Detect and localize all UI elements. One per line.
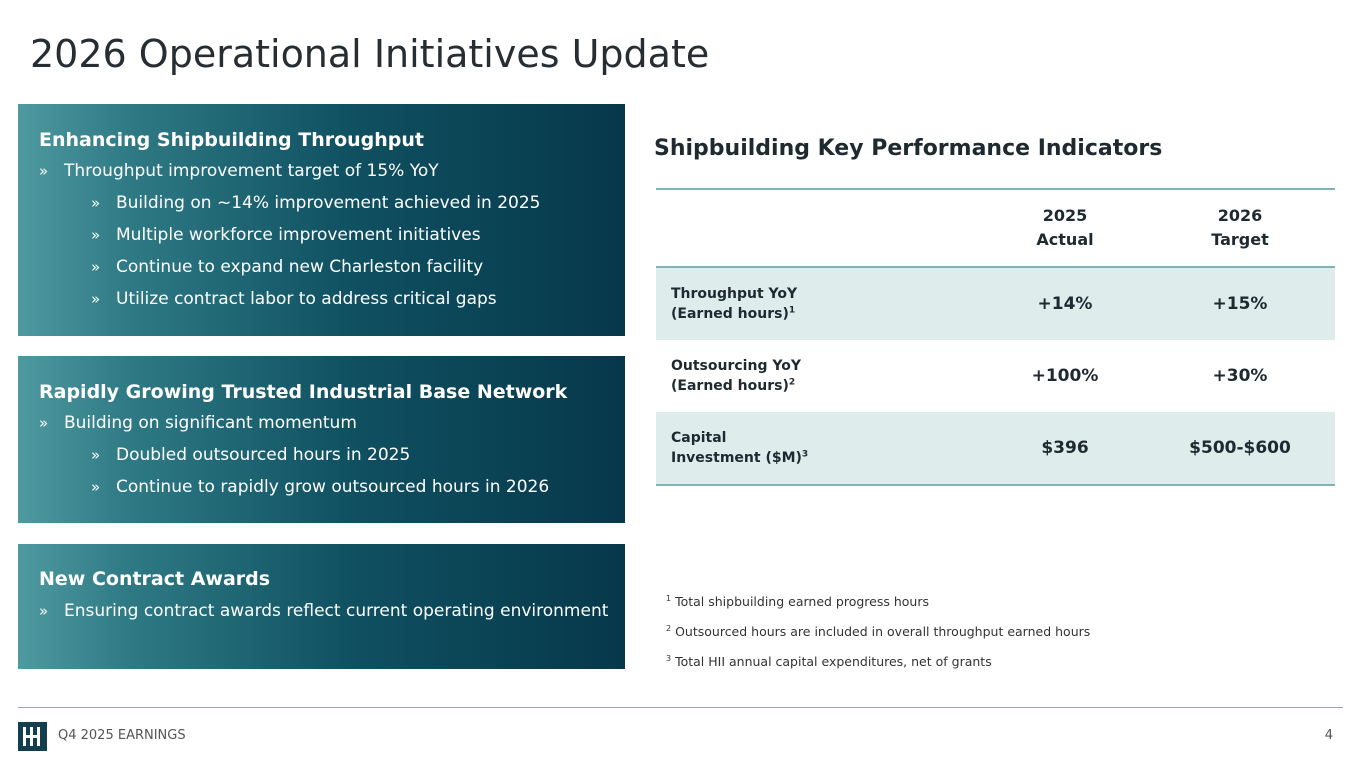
bullet-mark-icon: » [39,414,49,432]
page-number: 4 [1324,728,1333,743]
column-header-actual: 2025 Actual [1036,206,1094,249]
target-value: $500-$600 [1189,438,1291,458]
bullet-mark-icon: » [39,602,49,620]
actual-value: +100% [1031,366,1099,386]
bullet-item: » Ensuring contract awards reflect curren… [39,601,609,621]
actual-value: +14% [1037,294,1093,314]
table-row: Outsourcing YoY (Earned hours)2 +100% +30… [656,340,1335,412]
throughput-panel: Enhancing Shipbuilding Throughput » Throu… [18,104,625,336]
kpi-title: Shipbuilding Key Performance Indicators [654,136,1163,161]
sub-bullet-item: » Building on ~14% improvement achieved i… [91,193,541,213]
footnote: 1 Total shipbuilding earned progress hou… [666,593,929,609]
kpi-header-row: 2025 Actual 2026 Target [656,190,1335,268]
bullet-mark-icon: » [91,446,101,464]
page-title: 2026 Operational Initiatives Update [30,32,710,76]
bullet-mark-icon: » [91,478,101,496]
hii-logo-icon [18,722,47,751]
sub-bullet-item: » Continue to rapidly grow outsourced hou… [91,477,550,497]
bullet-mark-icon: » [91,290,101,308]
footer-divider [18,707,1343,708]
actual-value: $396 [1041,438,1089,458]
target-value: +15% [1212,294,1268,314]
industrial-base-panel: Rapidly Growing Trusted Industrial Base … [18,356,625,523]
sub-bullet-item: » Doubled outsourced hours in 2025 [91,445,411,465]
sub-bullet-item: » Continue to expand new Charleston facil… [91,257,484,277]
bullet-item: » Throughput improvement target of 15% Yo… [39,161,439,181]
bullet-mark-icon: » [91,258,101,276]
column-header-target: 2026 Target [1211,206,1269,249]
row-label: Throughput YoY (Earned hours)1 [671,286,798,322]
footer-label: Q4 2025 EARNINGS [58,728,186,743]
footnotes: 1 Total shipbuilding earned progress hou… [666,592,1090,682]
bullet-mark-icon: » [91,194,101,212]
target-value: +30% [1212,366,1268,386]
table-row: Throughput YoY (Earned hours)1 +14% +15% [656,268,1335,340]
bullet-item: » Building on significant momentum [39,413,357,433]
sub-bullet-item: » Multiple workforce improvement initiati… [91,225,481,245]
bullet-mark-icon: » [91,226,101,244]
table-row: Capital Investment ($M)3 $396 $500-$600 [656,412,1335,484]
panel-heading: Rapidly Growing Trusted Industrial Base … [39,381,568,403]
contract-awards-panel: New Contract Awards » Ensuring contract a… [18,544,625,669]
row-label: Capital Investment ($M)3 [671,430,809,466]
footnote: 3 Total HII annual capital expenditures,… [666,653,992,669]
sub-bullet-item: » Utilize contract labor to address criti… [91,289,497,309]
footnote: 2 Outsourced hours are included in overa… [666,623,1091,639]
panel-heading: New Contract Awards [39,568,271,590]
panel-heading: Enhancing Shipbuilding Throughput [39,129,425,151]
kpi-table: 2025 Actual 2026 Target Throughput YoY (Ear… [656,188,1335,486]
bullet-mark-icon: » [39,162,49,180]
row-label: Outsourcing YoY (Earned hours)2 [671,358,801,394]
